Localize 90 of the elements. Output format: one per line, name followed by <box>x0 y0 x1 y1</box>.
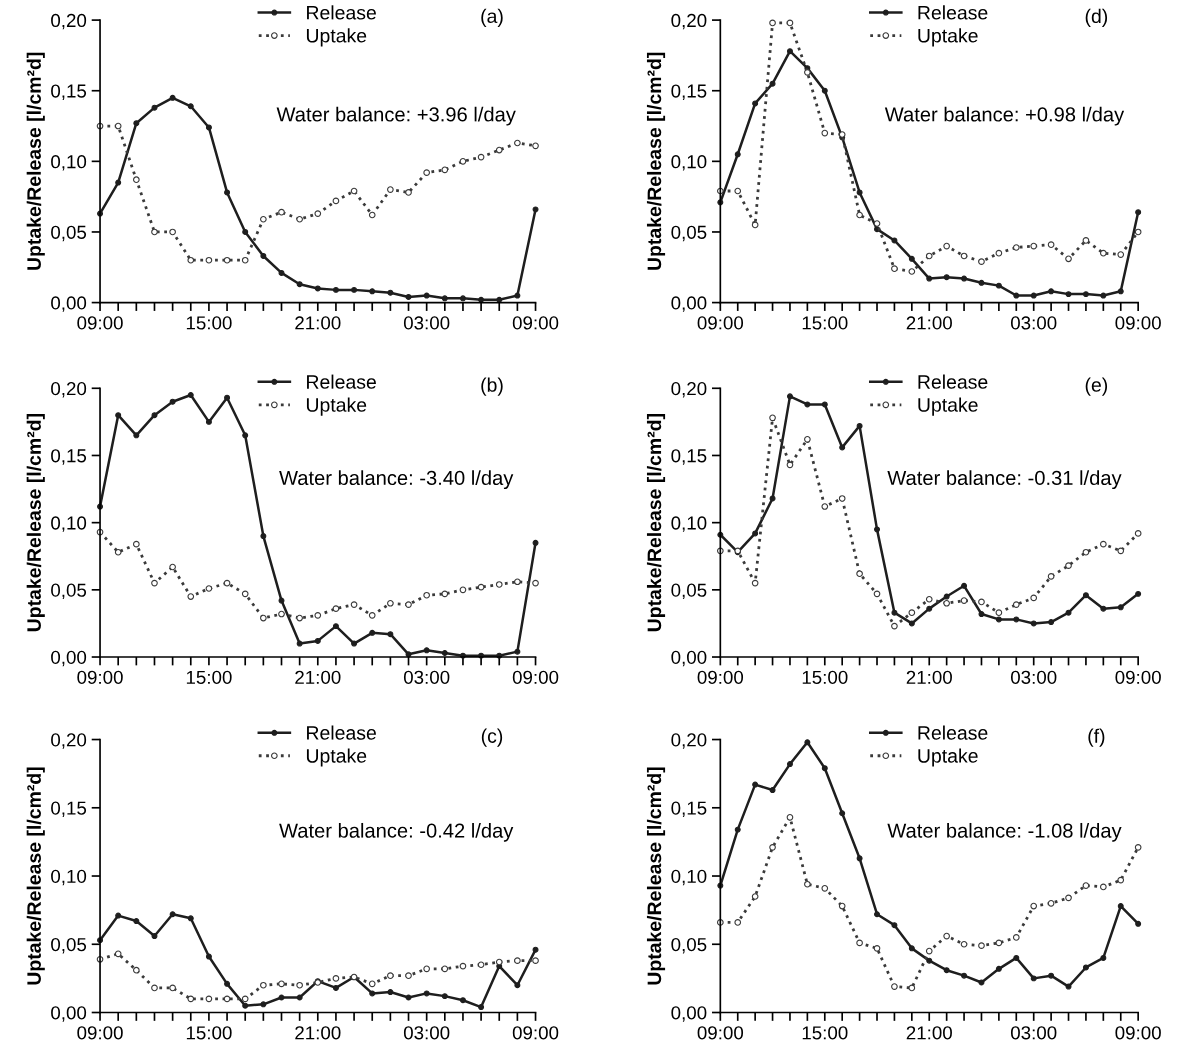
x-tick-label: 03:00 <box>403 670 450 684</box>
x-tick-label: 03:00 <box>1010 670 1057 684</box>
annotation: Water balance: -0.31 l/day <box>887 470 1122 490</box>
y-axis-title: Uptake/Release [l/cm²d] <box>646 52 666 270</box>
y-tick-label: 0,00 <box>51 1006 87 1022</box>
annotation: (b) <box>481 377 503 396</box>
y-tick-label: 0,10 <box>51 869 87 886</box>
x-tick-label: 15:00 <box>802 316 848 330</box>
x-tick-label: 03:00 <box>403 316 450 330</box>
x-tick-label: 09:00 <box>1115 670 1161 684</box>
y-tick-label: 0,15 <box>671 84 707 100</box>
legend-label: Release <box>918 725 988 740</box>
y-tick-label: 0,00 <box>51 296 87 312</box>
y-tick-label: 0,20 <box>671 13 707 30</box>
y-axis-title: Uptake/Release [l/cm²d] <box>26 52 45 270</box>
y-tick-label: 0,20 <box>51 733 87 749</box>
x-tick-label: 15:00 <box>802 670 848 684</box>
y-tick-label: 0,05 <box>671 937 707 954</box>
x-tick-label: 03:00 <box>1010 1026 1057 1040</box>
y-tick-label: 0,15 <box>51 801 87 817</box>
y-tick-label: 0,05 <box>671 583 707 600</box>
x-tick-label: 09:00 <box>697 1026 744 1040</box>
x-tick-label: 21:00 <box>906 1026 952 1040</box>
annotation: (f) <box>1088 728 1105 747</box>
y-tick-label: 0,15 <box>671 449 707 465</box>
y-tick-label: 0,05 <box>51 225 87 242</box>
x-tick-label: 09:00 <box>77 316 123 330</box>
x-tick-label: 15:00 <box>186 1026 232 1040</box>
x-tick-label: 09:00 <box>1115 1026 1161 1040</box>
x-tick-label: 09:00 <box>77 670 123 684</box>
annotation: Water balance: -0.42 l/day <box>279 822 514 842</box>
y-tick-label: 0,00 <box>671 296 707 312</box>
annotation: Water balance: +3.96 l/day <box>276 106 516 126</box>
x-tick-label: 21:00 <box>906 670 952 684</box>
x-tick-label: 21:00 <box>295 670 341 684</box>
x-tick-label: 21:00 <box>906 316 952 330</box>
legend-label: Release <box>307 5 376 20</box>
y-tick-label: 0,20 <box>671 381 707 398</box>
y-tick-label: 0,10 <box>671 155 707 171</box>
y-tick-label: 0,05 <box>51 583 87 600</box>
y-axis-title: Uptake/Release [l/cm²d] <box>646 767 666 985</box>
y-tick-label: 0,20 <box>671 733 707 749</box>
annotation: (a) <box>481 8 503 27</box>
y-tick-label: 0,00 <box>51 650 87 667</box>
annotation: (e) <box>1085 377 1108 396</box>
y-axis-title: Uptake/Release [l/cm²d] <box>26 414 45 632</box>
y-axis-title: Uptake/Release [l/cm²d] <box>646 414 666 632</box>
x-tick-label: 03:00 <box>1010 316 1057 330</box>
x-tick-label: 09:00 <box>512 316 559 330</box>
annotation: (c) <box>481 728 503 747</box>
y-tick-label: 0,00 <box>671 650 707 667</box>
legend-label: Release <box>918 374 988 389</box>
y-tick-label: 0,15 <box>51 84 87 100</box>
legend-label: Uptake <box>306 28 367 47</box>
y-tick-label: 0,20 <box>51 13 87 30</box>
annotation: Water balance: +0.98 l/day <box>884 106 1125 126</box>
y-tick-label: 0,20 <box>51 381 87 398</box>
annotation: (d) <box>1085 8 1108 27</box>
y-tick-label: 0,10 <box>51 155 87 171</box>
y-tick-label: 0,05 <box>671 225 707 242</box>
x-tick-label: 21:00 <box>295 1026 341 1040</box>
x-tick-label: 09:00 <box>512 1026 559 1040</box>
legend-label: Release <box>918 5 988 20</box>
x-tick-label: 21:00 <box>295 316 341 330</box>
x-tick-label: 15:00 <box>186 316 232 330</box>
legend-label: Uptake <box>306 748 367 767</box>
legend-label: Release <box>307 374 376 389</box>
annotation: Water balance: -3.40 l/day <box>279 470 514 490</box>
y-tick-label: 0,10 <box>671 869 707 886</box>
y-tick-label: 0,15 <box>671 801 707 817</box>
x-tick-label: 15:00 <box>802 1026 848 1040</box>
x-tick-label: 09:00 <box>697 316 744 330</box>
x-tick-label: 09:00 <box>697 670 744 684</box>
y-tick-label: 0,10 <box>51 516 87 532</box>
legend-label: Uptake <box>918 748 978 767</box>
legend-label: Uptake <box>918 28 978 47</box>
y-tick-label: 0,00 <box>671 1006 707 1022</box>
y-tick-label: 0,15 <box>51 449 87 465</box>
x-tick-label: 09:00 <box>77 1026 123 1040</box>
legend-label: Uptake <box>918 397 978 416</box>
legend-label: Release <box>307 725 376 740</box>
legend-label: Uptake <box>306 397 367 416</box>
x-tick-label: 03:00 <box>403 1026 450 1040</box>
x-tick-label: 15:00 <box>186 670 232 684</box>
x-tick-label: 09:00 <box>1115 316 1161 330</box>
y-tick-label: 0,10 <box>671 516 707 532</box>
y-tick-label: 0,05 <box>51 937 87 954</box>
x-tick-label: 09:00 <box>512 670 559 684</box>
y-axis-title: Uptake/Release [l/cm²d] <box>26 767 45 985</box>
annotation: Water balance: -1.08 l/day <box>887 822 1122 842</box>
